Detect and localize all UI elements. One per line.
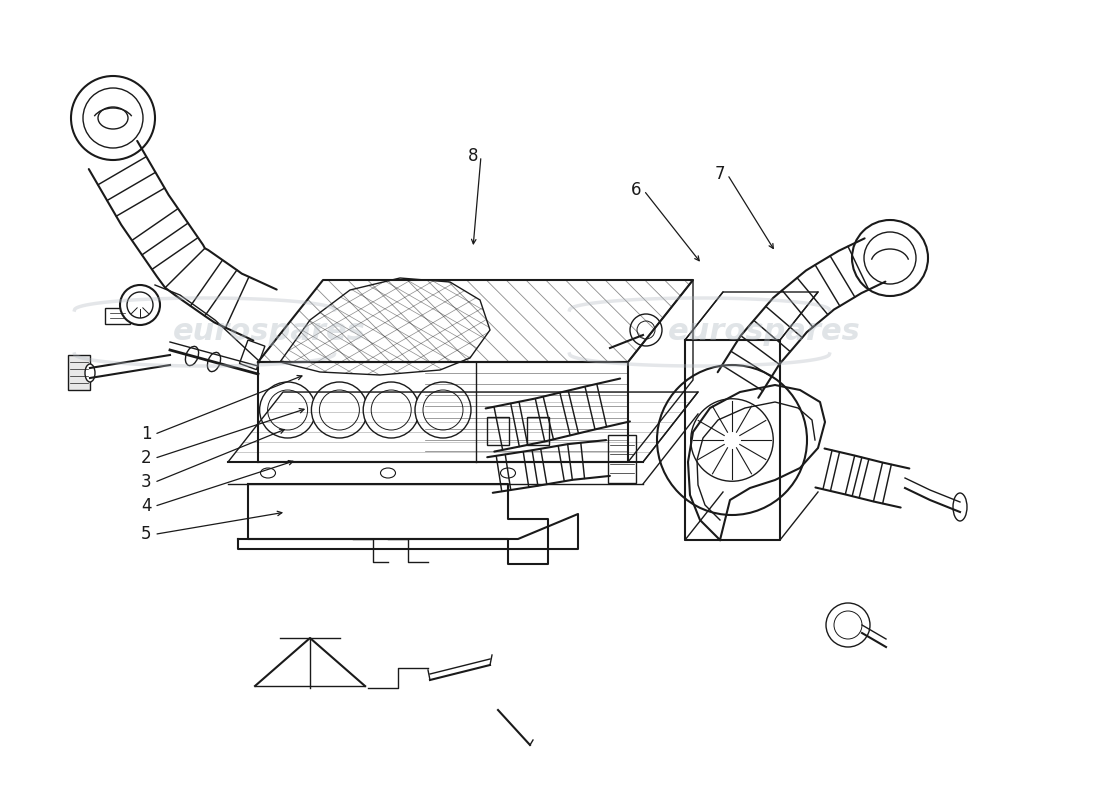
Circle shape (630, 314, 662, 346)
Bar (608, 435, 636, 483)
Bar (240, 340, 265, 370)
Polygon shape (280, 278, 490, 375)
Circle shape (826, 603, 870, 647)
Text: eurospares: eurospares (173, 318, 366, 346)
Circle shape (363, 382, 419, 438)
Ellipse shape (186, 346, 199, 366)
Text: 3: 3 (141, 474, 152, 491)
Text: 1: 1 (141, 426, 152, 443)
Circle shape (852, 220, 928, 296)
Circle shape (415, 382, 471, 438)
Bar (68, 355, 90, 390)
Text: 7: 7 (714, 166, 725, 183)
Bar (487, 417, 509, 445)
Ellipse shape (953, 493, 967, 521)
Text: 8: 8 (468, 147, 478, 165)
Text: 5: 5 (141, 526, 152, 543)
Bar (527, 417, 549, 445)
Text: 6: 6 (630, 182, 641, 199)
Text: 2: 2 (141, 450, 152, 467)
Ellipse shape (208, 352, 221, 372)
Ellipse shape (85, 364, 95, 382)
Circle shape (657, 365, 807, 515)
Circle shape (120, 285, 160, 325)
Text: 4: 4 (141, 498, 152, 515)
Circle shape (311, 382, 367, 438)
Circle shape (260, 382, 316, 438)
Bar (104, 308, 130, 324)
Text: eurospares: eurospares (668, 318, 861, 346)
